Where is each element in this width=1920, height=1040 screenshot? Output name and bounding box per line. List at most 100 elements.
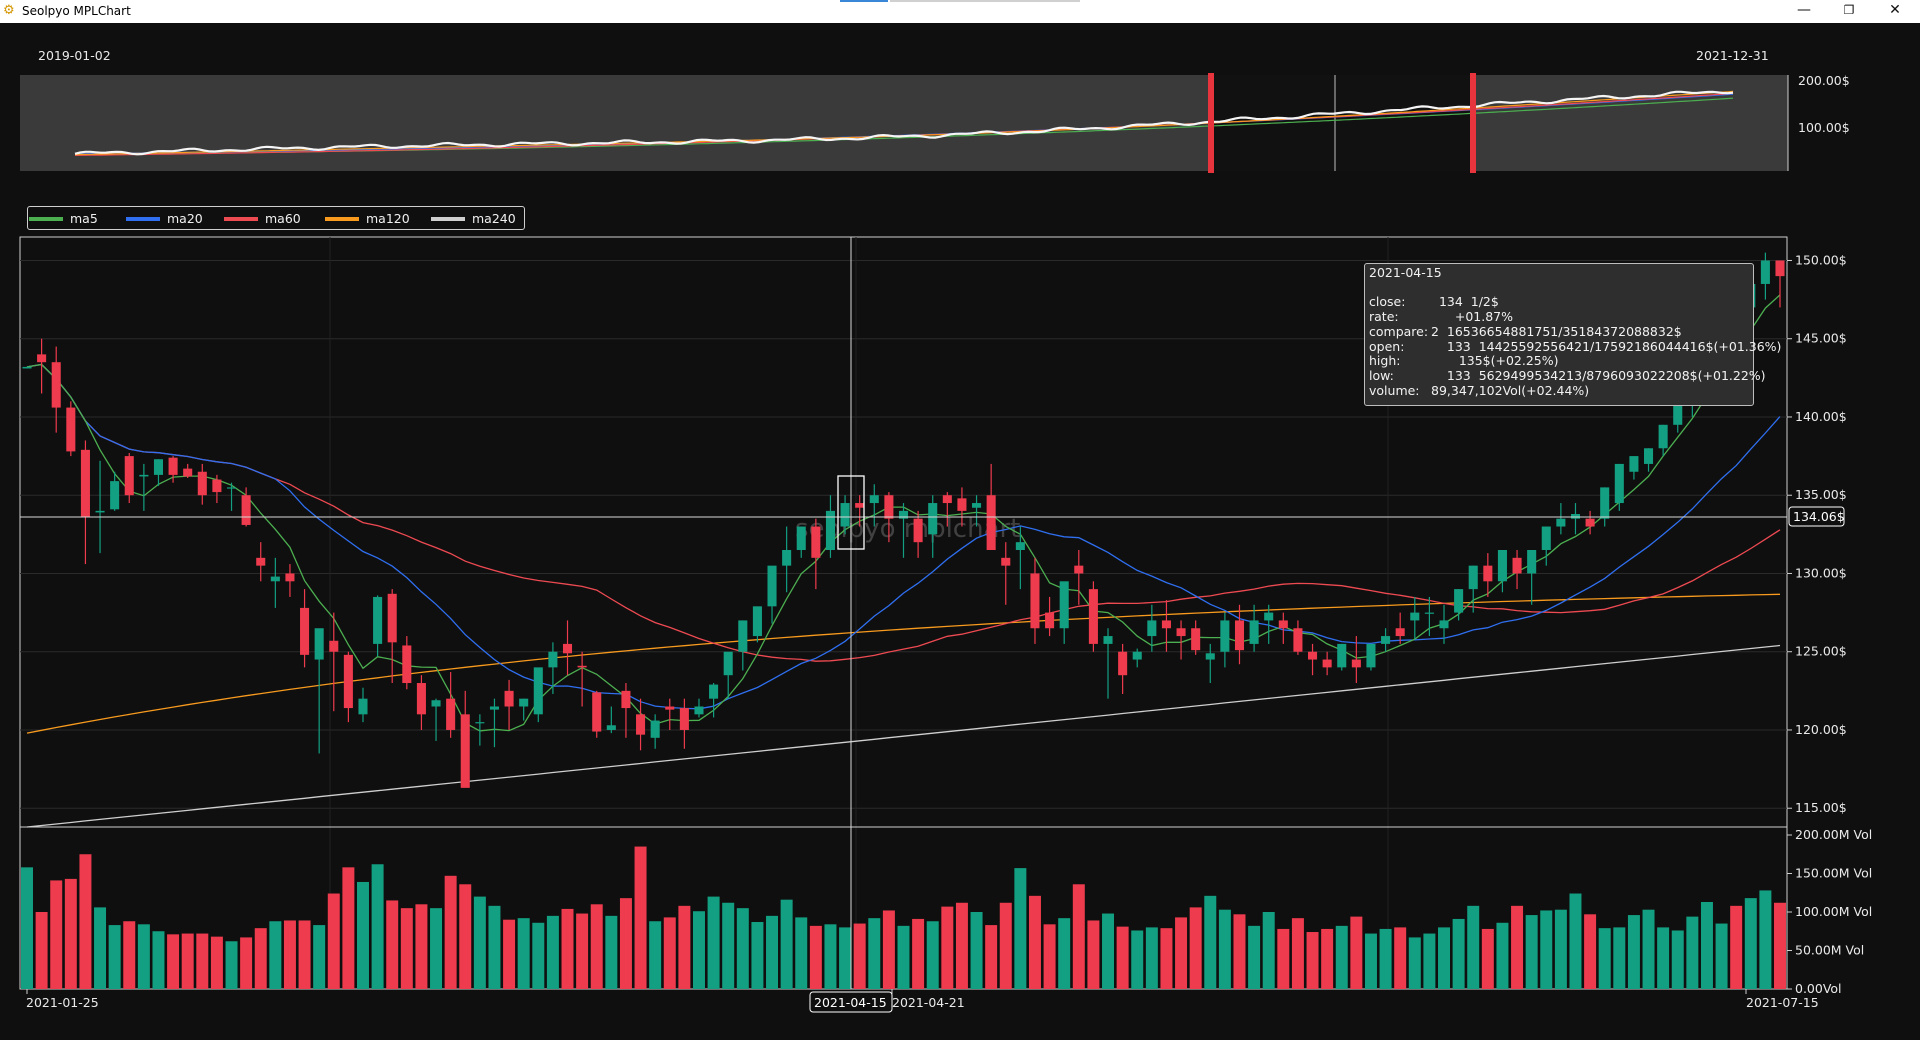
candle[interactable]	[1614, 463, 1624, 511]
volume-bar[interactable]	[868, 918, 881, 989]
volume-bar[interactable]	[649, 921, 662, 989]
volume-bar[interactable]	[459, 884, 472, 989]
candle[interactable]	[1176, 620, 1186, 660]
volume-bar[interactable]	[970, 912, 983, 989]
candle[interactable]	[1045, 596, 1055, 637]
candle[interactable]	[285, 564, 295, 597]
candle[interactable]	[1074, 549, 1084, 605]
overview-right-marker[interactable]	[1470, 73, 1476, 173]
candle[interactable]	[37, 338, 47, 394]
volume-bar[interactable]	[371, 864, 384, 989]
volume-bar[interactable]	[357, 881, 369, 989]
volume-bar[interactable]	[181, 933, 194, 989]
candle[interactable]	[256, 542, 266, 582]
candle[interactable]	[1001, 542, 1011, 605]
candle[interactable]	[80, 440, 90, 565]
candle[interactable]	[562, 620, 573, 676]
candle[interactable]	[621, 683, 631, 738]
candle[interactable]	[606, 706, 616, 734]
candle[interactable]	[972, 495, 982, 527]
volume-bar[interactable]	[1467, 905, 1480, 989]
candle[interactable]	[1191, 620, 1201, 655]
candle[interactable]	[1220, 612, 1230, 668]
candle[interactable]	[1497, 549, 1507, 593]
candle[interactable]	[533, 667, 543, 723]
volume-bar[interactable]	[1394, 927, 1407, 989]
candle[interactable]	[1249, 604, 1259, 652]
volume-bar[interactable]	[313, 925, 326, 989]
candle[interactable]	[460, 690, 470, 788]
volume-bar[interactable]	[1277, 928, 1290, 989]
volume-bar[interactable]	[1657, 927, 1670, 989]
candle[interactable]	[840, 495, 850, 535]
volume-bar[interactable]	[1248, 925, 1261, 989]
volume-bar[interactable]	[561, 908, 574, 989]
volume-bar[interactable]	[1744, 898, 1757, 989]
close-button[interactable]: ✕	[1889, 2, 1901, 18]
volume-bar[interactable]	[1233, 914, 1246, 989]
volume-bar[interactable]	[824, 924, 837, 989]
volume-bar[interactable]	[1218, 909, 1231, 989]
candle[interactable]	[1600, 487, 1610, 527]
volume-bar[interactable]	[692, 911, 705, 989]
volume-bar[interactable]	[941, 906, 954, 989]
overview-panel[interactable]: 2019-01-02 2021-12-31 200.00$ 100.00$	[20, 48, 1850, 173]
candle[interactable]	[1088, 581, 1098, 652]
candle[interactable]	[51, 346, 61, 433]
volume-bar[interactable]	[444, 875, 457, 989]
volume-bar[interactable]	[722, 902, 735, 989]
candle[interactable]	[1410, 596, 1420, 640]
volume-bar[interactable]	[152, 931, 165, 989]
volume-bar[interactable]	[1569, 893, 1582, 989]
volume-bar[interactable]	[108, 925, 121, 989]
candle[interactable]	[782, 526, 792, 593]
candle[interactable]	[1118, 643, 1128, 694]
candle[interactable]	[489, 698, 499, 748]
candle[interactable]	[679, 698, 689, 749]
volume-bar[interactable]	[663, 917, 676, 989]
candle[interactable]	[1264, 604, 1274, 644]
candle[interactable]	[1337, 643, 1347, 671]
volume-bar[interactable]	[123, 921, 136, 989]
volume-bar[interactable]	[415, 904, 428, 989]
volume-bar[interactable]	[1584, 914, 1597, 989]
candle[interactable]	[928, 495, 938, 558]
maximize-button[interactable]: ❐	[1843, 3, 1855, 17]
volume-bar[interactable]	[1379, 928, 1392, 989]
candle[interactable]	[855, 495, 865, 527]
candle[interactable]	[110, 471, 120, 511]
legend-item-ma20[interactable]: ma20	[126, 212, 203, 226]
price-panel[interactable]: seolpyo mplchart 150.00$145.00$140.00$13…	[19, 236, 1847, 989]
volume-bar[interactable]	[882, 910, 895, 989]
volume-bar[interactable]	[1175, 917, 1188, 989]
candle[interactable]	[66, 401, 76, 457]
volume-bar[interactable]	[1145, 927, 1158, 989]
volume-bar[interactable]	[897, 925, 910, 989]
candle[interactable]	[212, 474, 222, 504]
candle[interactable]	[811, 518, 821, 590]
candle[interactable]	[1541, 526, 1551, 566]
candle[interactable]	[416, 675, 426, 730]
volume-bar[interactable]	[1540, 910, 1553, 989]
volume-bar[interactable]	[912, 918, 925, 989]
volume-bar[interactable]	[503, 919, 516, 989]
candle[interactable]	[314, 628, 324, 754]
volume-bar[interactable]	[1014, 868, 1027, 989]
volume-bar[interactable]	[999, 902, 1012, 989]
volume-bar[interactable]	[1642, 909, 1655, 989]
candle[interactable]	[1468, 565, 1478, 613]
volume-bar[interactable]	[532, 922, 545, 989]
candle[interactable]	[1322, 651, 1332, 676]
candle[interactable]	[665, 698, 675, 730]
candle[interactable]	[723, 651, 733, 699]
candle[interactable]	[1658, 424, 1668, 457]
minimize-button[interactable]: —	[1797, 2, 1811, 18]
volume-bar[interactable]	[1189, 907, 1202, 989]
volume-bar[interactable]	[1028, 895, 1041, 989]
volume-bar[interactable]	[1452, 918, 1465, 989]
volume-bar[interactable]	[1481, 928, 1494, 989]
candle[interactable]	[913, 510, 923, 558]
candle[interactable]	[1483, 553, 1493, 597]
volume-bar[interactable]	[619, 898, 632, 989]
candle[interactable]	[1760, 252, 1770, 300]
